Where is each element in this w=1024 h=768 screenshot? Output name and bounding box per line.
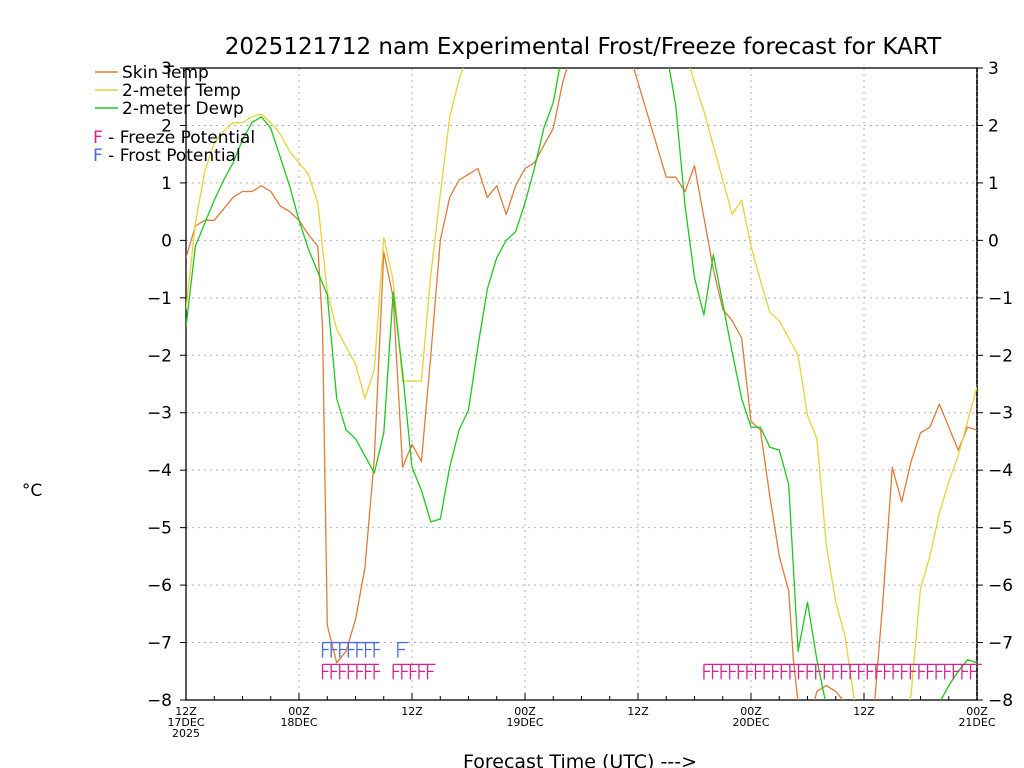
y-tick-label-left: −5 (147, 519, 172, 539)
x-tick-label: 18DEC (280, 716, 317, 729)
plot-border (185, 67, 978, 701)
x-tick-label: 12Z (175, 705, 197, 718)
flag-legend-text: - Frost Potential (103, 146, 241, 166)
y-tick-label-right: −6 (988, 576, 1013, 596)
y-tick-label-right: 1 (988, 174, 999, 194)
y-tick-label-right: −3 (988, 404, 1013, 424)
plot-frame (185, 67, 978, 701)
y-tick-label-right: −2 (988, 346, 1013, 366)
x-tick-label: 20DEC (732, 716, 769, 729)
y-tick-label-right: −8 (988, 691, 1013, 711)
y-tick-label-right: −7 (988, 634, 1013, 654)
series-line-2m-dewp (186, 68, 977, 700)
x-tick-label: 12Z (627, 705, 649, 718)
flag-legend-label: F - Freeze Potential (93, 128, 255, 148)
y-tick-label-left: −4 (147, 461, 172, 481)
flag-legend-letter: F (93, 128, 103, 148)
y-tick-label-right: 2 (988, 116, 999, 136)
y-axis-label: °C (22, 481, 42, 501)
grid-lines (186, 68, 977, 700)
series-line-2m-temp (186, 68, 977, 700)
y-tick-label-left: −1 (147, 289, 172, 309)
x-axis-label: Forecast Time (UTC) ---> (463, 751, 697, 768)
x-tick-label: 21DEC (958, 716, 995, 729)
flag-legend-letter: F (93, 146, 103, 166)
y-tick-label-left: −2 (147, 346, 172, 366)
y-tick-label-left: 2 (161, 116, 172, 136)
y-tick-label-left: −6 (147, 576, 172, 596)
y-tick-label-left: 1 (161, 174, 172, 194)
series-layer (186, 68, 977, 700)
y-tick-label-left: 0 (161, 231, 172, 251)
flag-legend-text: - Freeze Potential (103, 128, 255, 148)
y-axis-right: −8 −7 −6 −5 −4 −3 −2 −1 0 1 2 3 (977, 59, 1013, 711)
y-tick-label-right: 0 (988, 231, 999, 251)
y-tick-label-left: −3 (147, 404, 172, 424)
x-tick-label: 12Z (853, 705, 875, 718)
y-tick-label-left: −7 (147, 634, 172, 654)
y-tick-label-left: −8 (147, 691, 172, 711)
x-tick-label: 00Z (740, 705, 762, 718)
series-line-skin-temp (186, 68, 977, 700)
x-tick-label: 17DEC (167, 716, 204, 729)
flag-legend-label: F - Frost Potential (93, 146, 241, 166)
y-tick-label-right: −1 (988, 289, 1013, 309)
x-tick-label: 12Z (401, 705, 423, 718)
y-tick-label-right: −5 (988, 519, 1013, 539)
x-tick-label: 00Z (288, 705, 310, 718)
x-tick-label: 2025 (172, 727, 200, 740)
potential-flags (321, 641, 982, 680)
x-tick-label: 19DEC (506, 716, 543, 729)
legend-label: 2-meter Temp (122, 81, 241, 101)
y-tick-label-right: 3 (988, 59, 999, 79)
legend-label: Skin Temp (122, 63, 209, 83)
y-axis-left: −8 −7 −6 −5 −4 −3 −2 −1 0 1 2 3 (147, 59, 186, 711)
x-tick-label: 00Z (514, 705, 536, 718)
x-tick-label: 00Z (966, 705, 988, 718)
chart-title: 2025121712 nam Experimental Frost/Freeze… (225, 34, 942, 60)
legend-label: 2-meter Dewp (122, 99, 244, 119)
y-tick-label-left: 3 (161, 59, 172, 79)
y-tick-label-right: −4 (988, 461, 1013, 481)
